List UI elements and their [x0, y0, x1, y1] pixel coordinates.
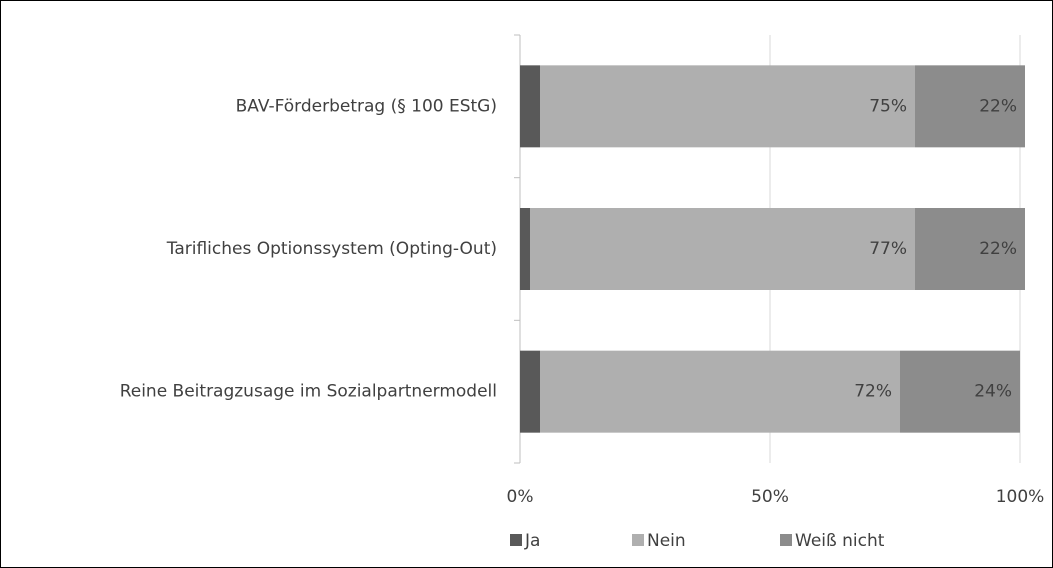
bar-segment [915, 65, 1025, 148]
data-label: 77% [869, 239, 907, 259]
legend-label: Weiß nicht [795, 531, 885, 551]
data-label: 24% [974, 382, 1012, 402]
y-tick-label: Reine Beitragzusage im Sozialpartnermode… [120, 382, 497, 402]
legend-label: Nein [647, 531, 686, 551]
bar-segment [900, 350, 1020, 433]
x-tick-label: 100% [996, 487, 1045, 507]
bar-segment [540, 65, 915, 148]
x-tick-label: 0% [507, 487, 534, 507]
bar-segment [520, 350, 540, 433]
bar-segment [530, 208, 915, 290]
bar-segment [520, 65, 540, 148]
legend-swatch [632, 534, 644, 546]
data-label: 22% [979, 96, 1017, 116]
bar-segment [915, 208, 1025, 290]
legend-label: Ja [524, 531, 540, 551]
x-tick-label: 50% [751, 487, 789, 507]
data-label: 22% [979, 239, 1017, 259]
y-tick-label: BAV-Förderbetrag (§ 100 EStG) [236, 96, 497, 116]
legend-swatch [780, 534, 792, 546]
legend-swatch [510, 534, 522, 546]
bar-segment [540, 350, 900, 433]
bar-segment [520, 208, 530, 290]
y-tick-label: Tarifliches Optionssystem (Opting-Out) [166, 239, 497, 259]
data-label: 75% [869, 96, 907, 116]
data-label: 72% [854, 382, 892, 402]
